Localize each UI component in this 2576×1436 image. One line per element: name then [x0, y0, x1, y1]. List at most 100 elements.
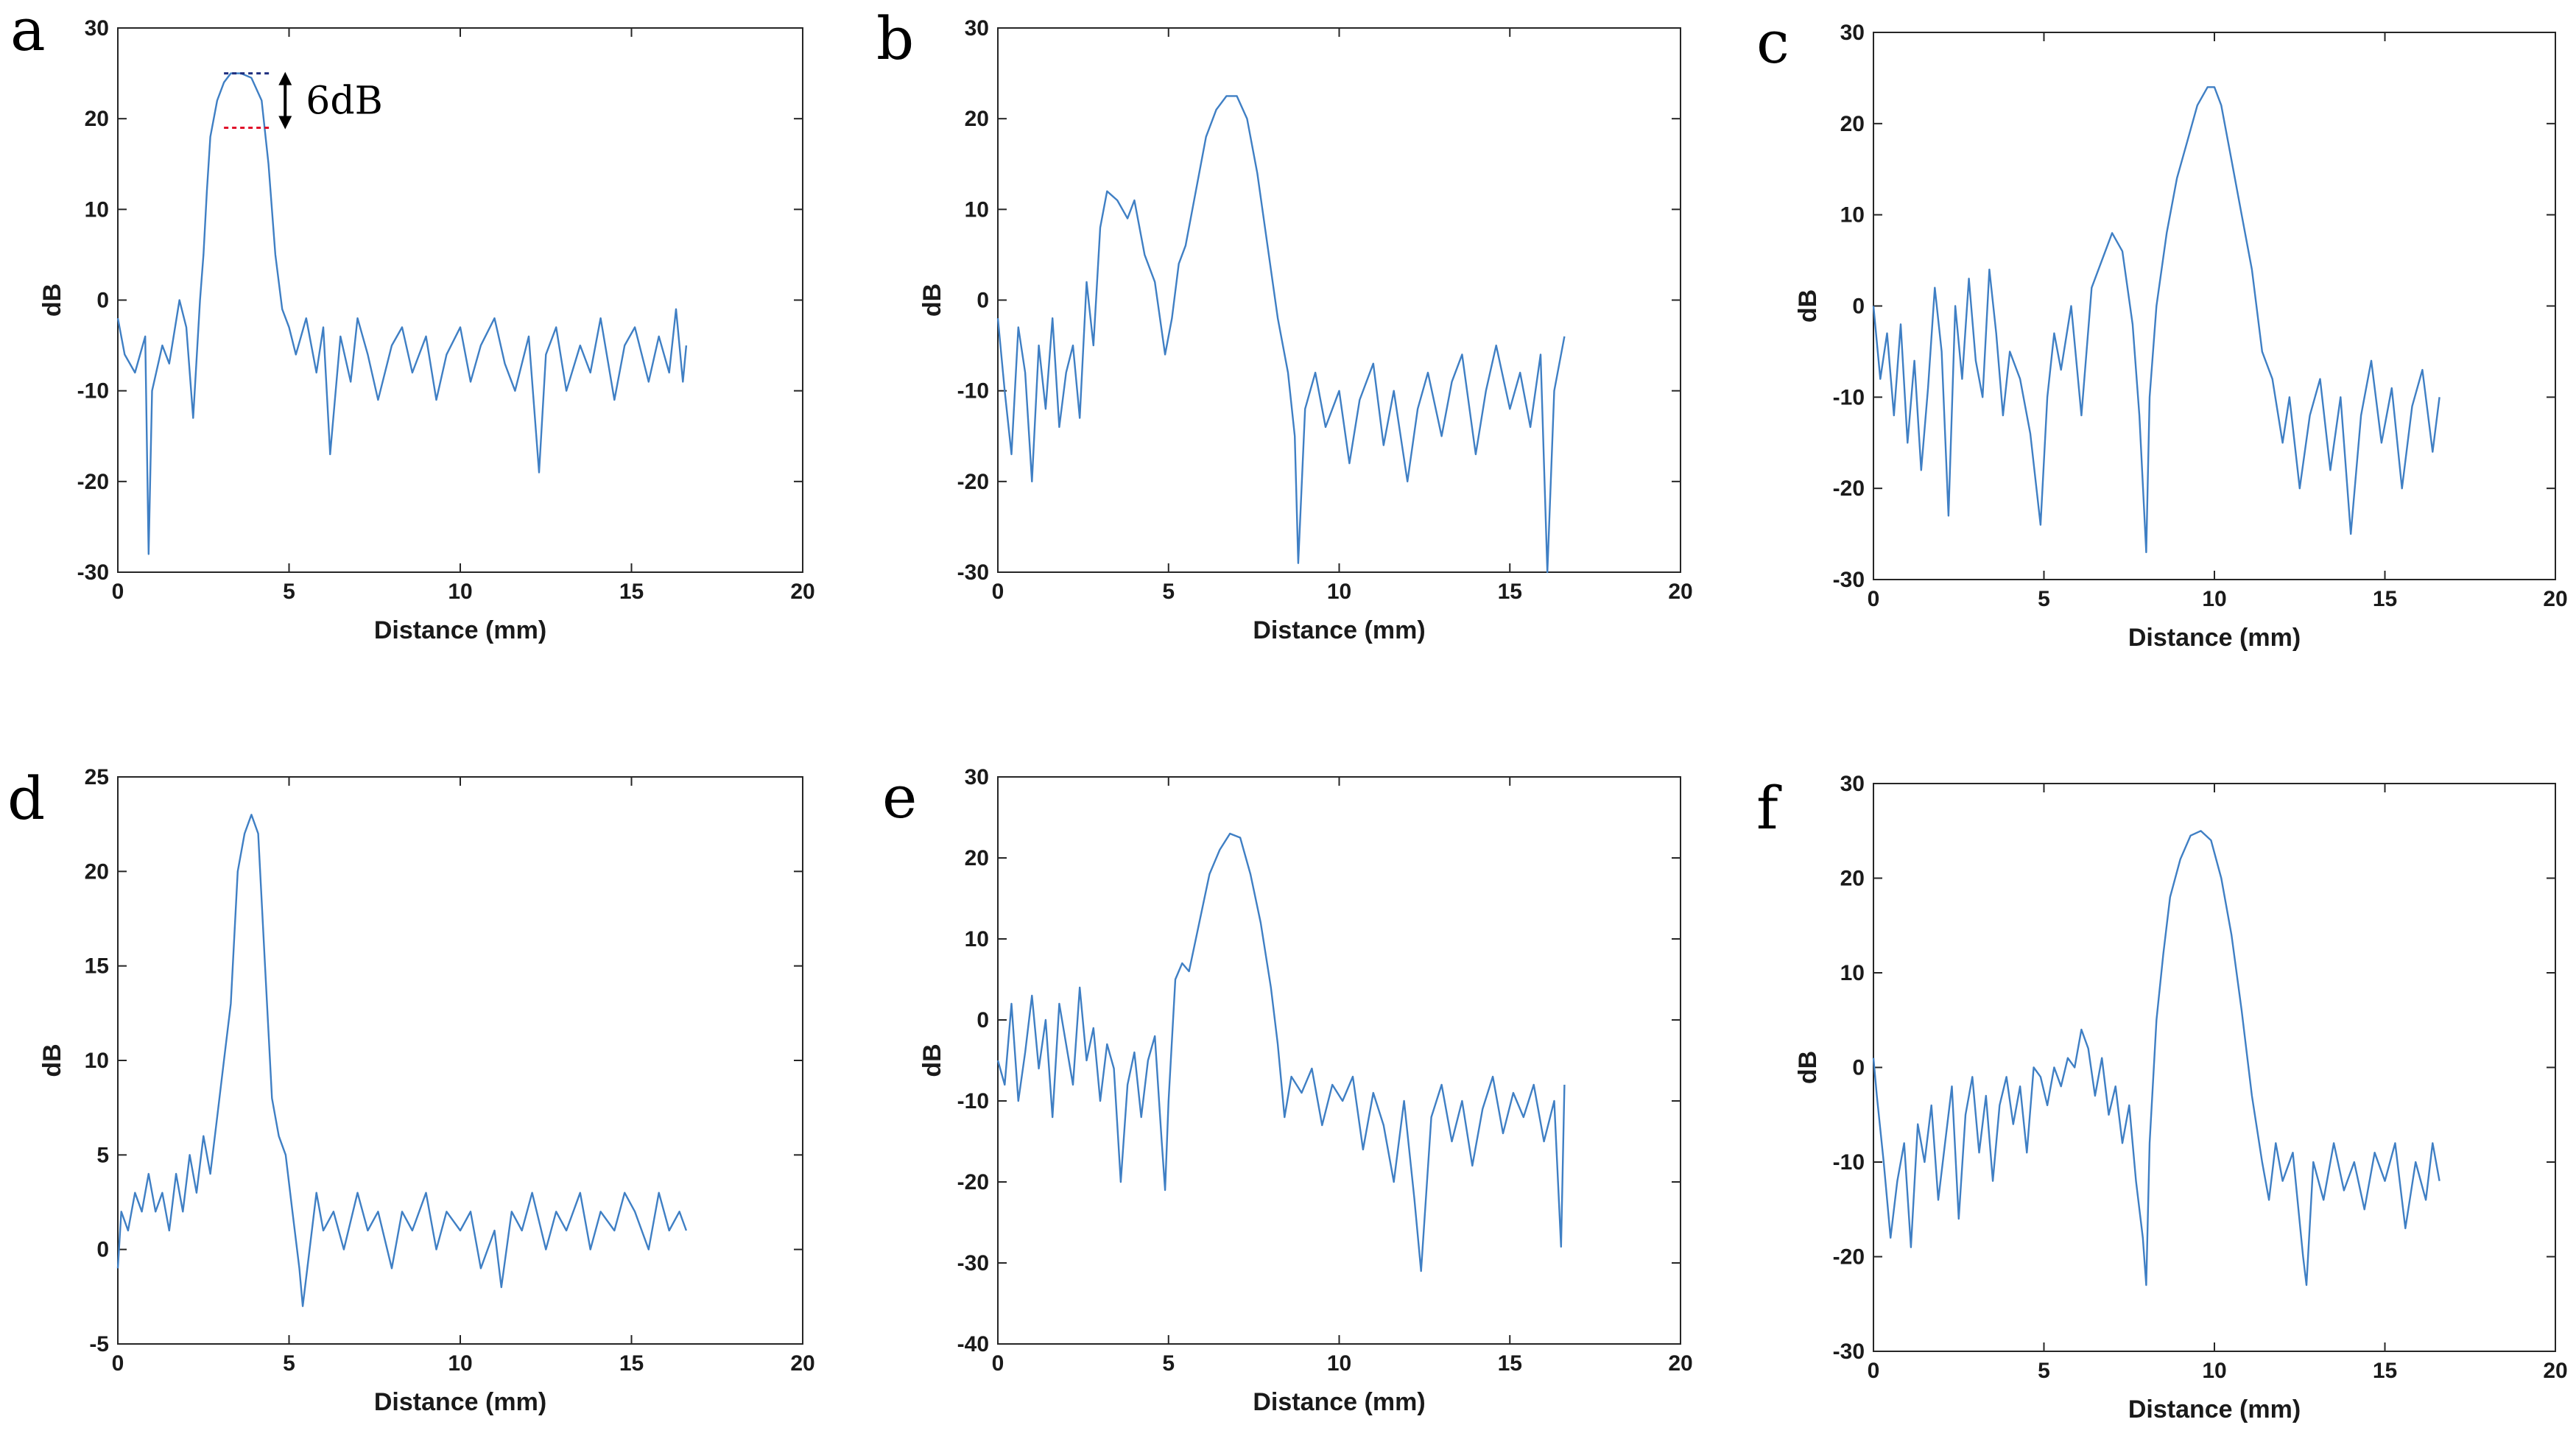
x-tick-label: 0: [992, 580, 1004, 604]
y-axis-label: dB: [38, 1043, 66, 1077]
x-tick-label: 20: [1668, 580, 1692, 604]
y-tick-label: 20: [965, 107, 989, 131]
y-tick-label: 10: [1840, 961, 1865, 985]
plot-area-frame: [1873, 783, 2556, 1352]
annotation-label: 6dB: [306, 80, 383, 124]
y-tick-label: 20: [1840, 867, 1865, 891]
y-axis-label: dB: [918, 1043, 946, 1077]
y-tick-label: 10: [965, 927, 989, 951]
plot-area-frame: [117, 27, 803, 573]
data-line-d: [116, 814, 688, 1307]
y-tick-label: -20: [957, 470, 989, 494]
y-axis-label: dB: [1794, 289, 1822, 323]
y-tick-label: -5: [89, 1332, 109, 1356]
x-axis-label: Distance (mm): [374, 616, 546, 644]
panel-letter-b: b: [876, 4, 914, 73]
y-tick-label: 15: [85, 954, 109, 979]
y-tick-label: -10: [1833, 1150, 1865, 1175]
panel-letter-d: d: [7, 764, 45, 833]
x-tick-label: 20: [1668, 1351, 1692, 1376]
y-tick-label: 20: [85, 859, 109, 884]
x-tick-label: 10: [1327, 1351, 1351, 1376]
panel-letter-c: c: [1756, 8, 1790, 77]
panel-letter-a: a: [10, 0, 46, 64]
y-tick-label: 10: [1840, 203, 1865, 228]
panel-letter-f: f: [1756, 774, 1782, 842]
y-tick-label: -20: [1833, 1245, 1865, 1270]
x-tick-label: 10: [448, 580, 472, 604]
x-tick-label: 10: [448, 1351, 472, 1376]
y-tick-label: -30: [957, 560, 989, 585]
y-tick-label: 0: [1852, 1056, 1865, 1080]
data-line-f: [1872, 830, 2440, 1287]
chart-panel-a: a 0 5 10 15 20 -30 -20 -10 0 10 20 30 Distance (mm) dB…: [10, 0, 815, 644]
x-tick-label: 10: [2202, 1359, 2226, 1383]
x-tick-label: 5: [2038, 587, 2050, 611]
y-tick-label: 30: [965, 16, 989, 41]
y-tick-label: 30: [1840, 772, 1865, 796]
x-tick-label: 15: [619, 580, 644, 604]
y-tick-label: -10: [77, 379, 109, 404]
y-axis-label: dB: [1794, 1051, 1822, 1084]
x-tick-label: 5: [283, 1351, 295, 1376]
y-tick-label: 10: [85, 1049, 109, 1073]
y-tick-label: 30: [1840, 21, 1865, 45]
y-tick-label: -20: [957, 1170, 989, 1194]
x-tick-label: 15: [619, 1351, 644, 1376]
x-axis-label: Distance (mm): [1253, 616, 1425, 644]
x-tick-label: 10: [2202, 587, 2226, 611]
y-tick-label: 20: [965, 846, 989, 870]
y-tick-label: 20: [85, 107, 109, 131]
y-tick-label: 30: [85, 16, 109, 41]
chart-panel-b: b 0 5 10 15 20 -30 -20 -10 0 10 20 30 Distance (mm) dB: [876, 4, 1693, 644]
y-tick-label: 10: [85, 197, 109, 222]
x-axis-label: Distance (mm): [2128, 624, 2301, 652]
y-axis-label: dB: [38, 284, 66, 317]
chart-panel-e: e 0 5 10 15 20 -40 -30 -20 -10 0 10 20 30 Distance (mm…: [882, 763, 1693, 1416]
x-tick-label: 15: [1498, 580, 1522, 604]
chart-panel-f: f 0 5 10 15 20 -30 -20 -10 0 10 20 30 Distance (mm) dB: [1756, 772, 2568, 1423]
y-tick-label: 0: [976, 1008, 989, 1032]
x-tick-label: 0: [112, 1351, 124, 1376]
y-tick-label: -20: [1833, 476, 1865, 501]
y-tick-label: -10: [957, 379, 989, 404]
y-tick-label: 30: [965, 765, 989, 789]
x-tick-label: 5: [1162, 1351, 1175, 1376]
y-tick-label: -30: [1833, 1340, 1865, 1364]
y-tick-label: -10: [957, 1089, 989, 1113]
plot-area-frame: [117, 776, 803, 1345]
x-tick-label: 15: [2373, 587, 2397, 611]
y-tick-label: -10: [1833, 385, 1865, 409]
x-axis-label: Distance (mm): [374, 1388, 546, 1416]
y-tick-label: 0: [96, 289, 109, 313]
x-tick-label: 0: [992, 1351, 1004, 1376]
x-axis-label: Distance (mm): [2128, 1395, 2301, 1423]
y-tick-label: -30: [957, 1251, 989, 1275]
x-tick-label: 15: [2373, 1359, 2397, 1383]
x-tick-label: 20: [790, 580, 814, 604]
y-tick-label: 20: [1840, 112, 1865, 136]
y-tick-label: -20: [77, 470, 109, 494]
chart-panel-c: c 0 5 10 15 20 -30 -20 -10 0 10 20 30 Distance (mm) dB: [1756, 8, 2568, 652]
data-line-c: [1872, 86, 2440, 554]
x-tick-label: 15: [1498, 1351, 1522, 1376]
y-axis-label: dB: [918, 284, 946, 317]
y-tick-label: 25: [85, 765, 109, 789]
y-tick-label: 10: [965, 197, 989, 222]
x-tick-label: 5: [283, 580, 295, 604]
x-axis-label: Distance (mm): [1253, 1388, 1425, 1416]
x-tick-label: 20: [2543, 1359, 2567, 1383]
data-line-e: [996, 832, 1566, 1273]
x-tick-label: 5: [1162, 580, 1175, 604]
y-tick-label: 0: [96, 1238, 109, 1262]
y-tick-label: -30: [77, 560, 109, 585]
arrow-up-icon: [278, 71, 292, 85]
arrow-down-icon: [278, 116, 292, 130]
x-tick-label: 5: [2038, 1359, 2050, 1383]
x-tick-label: 0: [1868, 587, 1880, 611]
x-tick-label: 20: [2543, 587, 2567, 611]
data-line-b: [996, 95, 1566, 574]
y-tick-label: -40: [957, 1332, 989, 1356]
